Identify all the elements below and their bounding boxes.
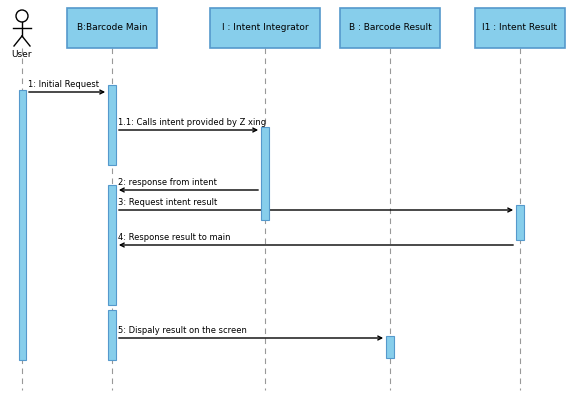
Bar xyxy=(261,127,269,220)
Text: B : Barcode Result: B : Barcode Result xyxy=(349,23,431,32)
Text: B:Barcode Main: B:Barcode Main xyxy=(77,23,147,32)
Bar xyxy=(516,205,524,240)
Bar xyxy=(475,8,565,48)
Bar xyxy=(108,85,116,165)
Bar xyxy=(67,8,157,48)
Text: I1 : Intent Result: I1 : Intent Result xyxy=(483,23,558,32)
Bar xyxy=(340,8,440,48)
Text: 1.1: Calls intent provided by Z xing: 1.1: Calls intent provided by Z xing xyxy=(118,118,266,127)
Bar xyxy=(108,310,116,360)
Text: 4: Response result to main: 4: Response result to main xyxy=(118,233,231,242)
Bar xyxy=(19,90,25,360)
Bar xyxy=(386,336,394,358)
Text: 5: Dispaly result on the screen: 5: Dispaly result on the screen xyxy=(118,326,247,335)
Text: 1: Initial Request: 1: Initial Request xyxy=(28,80,99,89)
Text: 3: Request intent result: 3: Request intent result xyxy=(118,198,217,207)
Bar xyxy=(210,8,320,48)
Text: User: User xyxy=(12,50,32,59)
Text: I : Intent Integrator: I : Intent Integrator xyxy=(222,23,308,32)
Bar xyxy=(108,185,116,305)
Text: 2: response from intent: 2: response from intent xyxy=(118,178,217,187)
